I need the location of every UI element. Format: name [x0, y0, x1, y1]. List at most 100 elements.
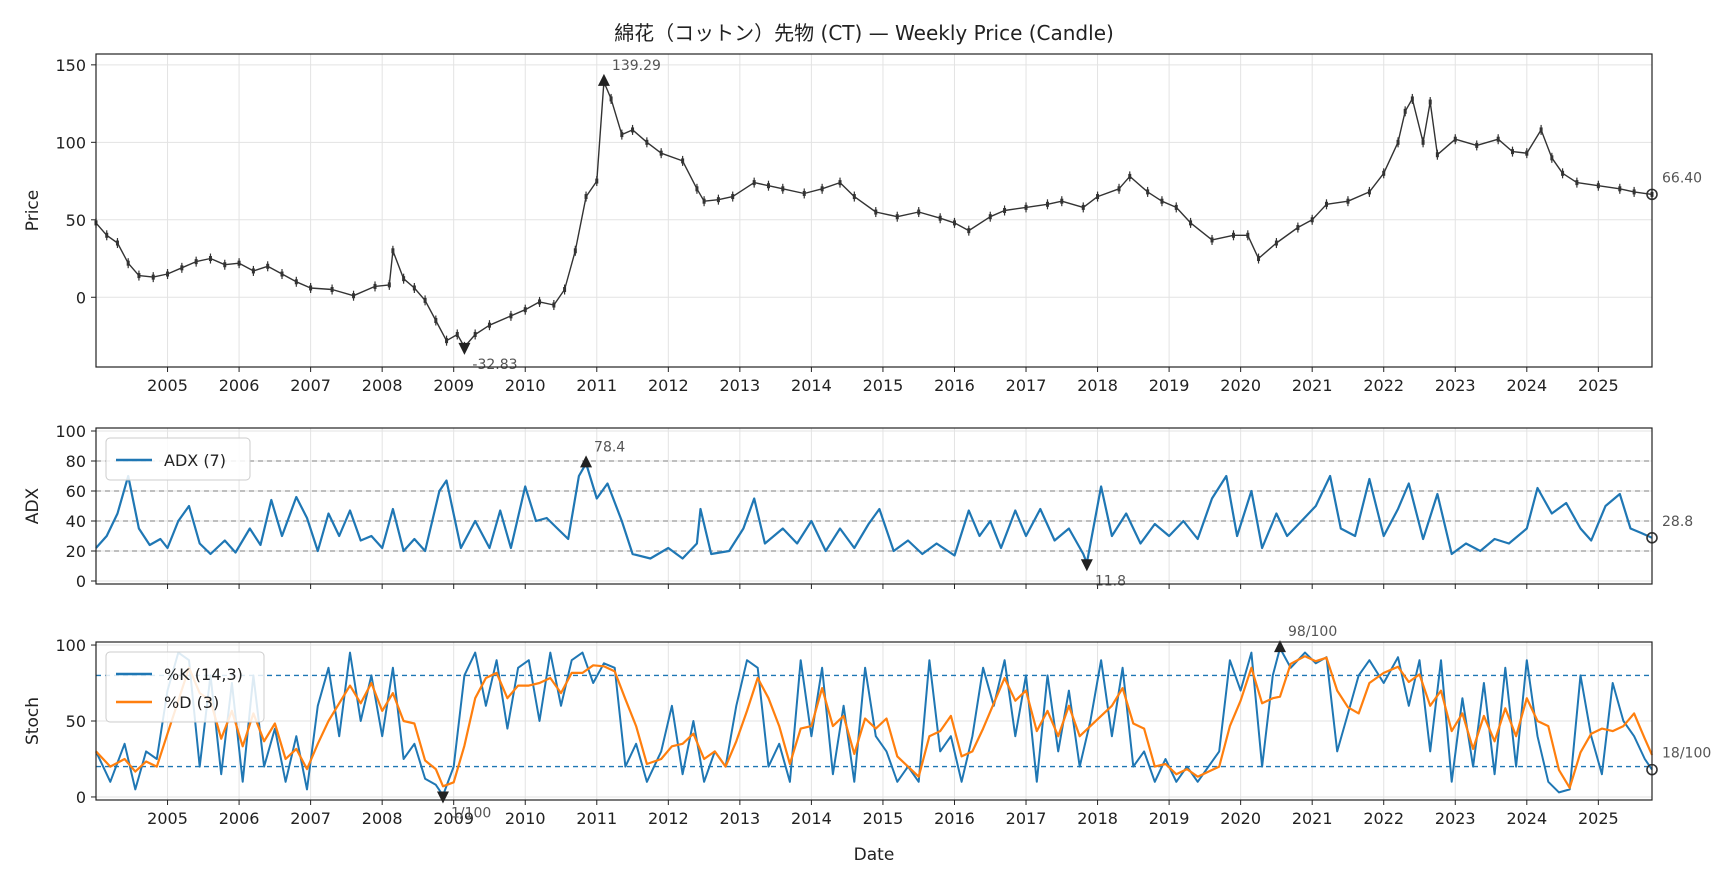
- y-tick-label: 100: [55, 133, 86, 152]
- candle-body: [716, 197, 720, 203]
- panel-adx: 100 80 60 40 20 0 ADX 78.4 11.8 28.8 ADX (7): [23, 422, 1693, 591]
- panel-stoch: 100 50 0 2005 2006 2007 2008 2009 2010 2011 2012 20…: [23, 624, 1711, 828]
- min-marker: [436, 791, 449, 804]
- candle-body: [917, 209, 921, 215]
- last-annotation: 28.8: [1662, 514, 1693, 530]
- candle-body: [105, 232, 109, 238]
- candle-body: [251, 268, 255, 274]
- candle-body: [820, 186, 824, 192]
- candle-body: [659, 150, 663, 156]
- candle-body: [952, 220, 956, 226]
- candle-body: [1210, 237, 1214, 243]
- candle-body: [237, 260, 241, 266]
- candle-body: [309, 285, 313, 291]
- x-tick-label: 2023: [1435, 809, 1476, 828]
- y-tick-label: 100: [55, 422, 86, 441]
- x-tick-label: 2016: [934, 809, 975, 828]
- min-marker: [1080, 559, 1093, 572]
- x-tick-label: 2018: [1077, 376, 1118, 395]
- candle-body: [208, 256, 212, 262]
- candle-body: [838, 180, 842, 186]
- max-marker: [597, 73, 610, 86]
- candle-body: [1231, 232, 1235, 238]
- adx-series-line: [95, 462, 1653, 565]
- candle-body: [631, 127, 635, 133]
- x-tick-label: 2012: [648, 809, 689, 828]
- candle-body: [1396, 139, 1400, 145]
- x-tick-label: 2015: [863, 376, 904, 395]
- candle-body: [294, 279, 298, 285]
- min-annotation: 1/100: [451, 805, 491, 821]
- x-tick-label: 2007: [290, 376, 331, 395]
- candle-body: [702, 198, 706, 204]
- candle-body: [1274, 240, 1278, 246]
- candle-body: [487, 322, 491, 328]
- candle-body: [1174, 204, 1178, 210]
- candle-body: [1561, 170, 1565, 176]
- min-annotation: 11.8: [1095, 573, 1126, 589]
- x-tick-label: 2010: [505, 376, 546, 395]
- candle-body: [1081, 204, 1085, 210]
- panel-frame: [95, 641, 1653, 801]
- x-tick-label: 2013: [720, 809, 761, 828]
- y-tick-label: 20: [66, 542, 86, 561]
- candle-body: [1421, 139, 1425, 145]
- candle-body: [1003, 208, 1007, 213]
- x-tick-label: 2022: [1363, 809, 1404, 828]
- candle-body: [266, 263, 270, 269]
- candle-body: [412, 285, 416, 291]
- x-tick-label: 2019: [1149, 809, 1190, 828]
- candle-body: [1596, 183, 1600, 189]
- x-tick-label: 2022: [1363, 376, 1404, 395]
- candle-body: [194, 259, 198, 265]
- y-tick-label: 60: [66, 482, 86, 501]
- candle-body: [330, 287, 334, 293]
- candle-body: [455, 331, 459, 337]
- x-tick-label: 2005: [147, 809, 188, 828]
- candle-body: [573, 248, 577, 254]
- x-tick-label: 2009: [433, 809, 474, 828]
- max-marker: [580, 455, 593, 468]
- candle-body: [1510, 149, 1514, 155]
- candle-body: [1575, 180, 1579, 186]
- candle-body: [523, 307, 527, 313]
- y-axis-label: ADX: [23, 487, 43, 524]
- y-tick-label: 0: [76, 572, 86, 591]
- max-marker: [1273, 640, 1286, 653]
- candle-body: [423, 297, 427, 303]
- candle-body: [1045, 201, 1049, 207]
- candle-body: [1060, 198, 1064, 204]
- y-axis-label: Price: [23, 190, 43, 231]
- x-tick-label: 2019: [1149, 376, 1190, 395]
- candle-body: [126, 260, 130, 266]
- candle-body: [223, 262, 227, 268]
- x-tick-label: 2005: [147, 376, 188, 395]
- candle-body: [137, 273, 141, 279]
- x-axis-label: Date: [854, 845, 895, 865]
- x-tick-label: 2007: [290, 809, 331, 828]
- x-tick-label: 2006: [219, 809, 260, 828]
- y-tick-label: 50: [66, 211, 86, 230]
- candle-body: [1296, 225, 1300, 231]
- candle-body: [895, 214, 899, 220]
- x-tick-label: 2017: [1006, 376, 1047, 395]
- candle-body: [1525, 150, 1529, 156]
- x-tick-label: 2024: [1506, 809, 1547, 828]
- candle-body: [1128, 173, 1132, 179]
- candle-body: [563, 287, 567, 293]
- y-tick-label: 40: [66, 512, 86, 531]
- candle-body: [1310, 217, 1314, 223]
- candle-body: [1382, 170, 1386, 176]
- candle-body: [852, 194, 856, 200]
- candle-body: [938, 215, 942, 221]
- candle-body: [988, 214, 992, 220]
- candle-body: [1246, 232, 1250, 238]
- candle-body: [1475, 142, 1479, 148]
- candle-body: [1618, 186, 1622, 192]
- candle-body: [1160, 198, 1164, 204]
- max-annotation: 139.29: [612, 58, 661, 74]
- y-tick-label: 0: [76, 288, 86, 307]
- y-axis-label: Stoch: [23, 697, 43, 745]
